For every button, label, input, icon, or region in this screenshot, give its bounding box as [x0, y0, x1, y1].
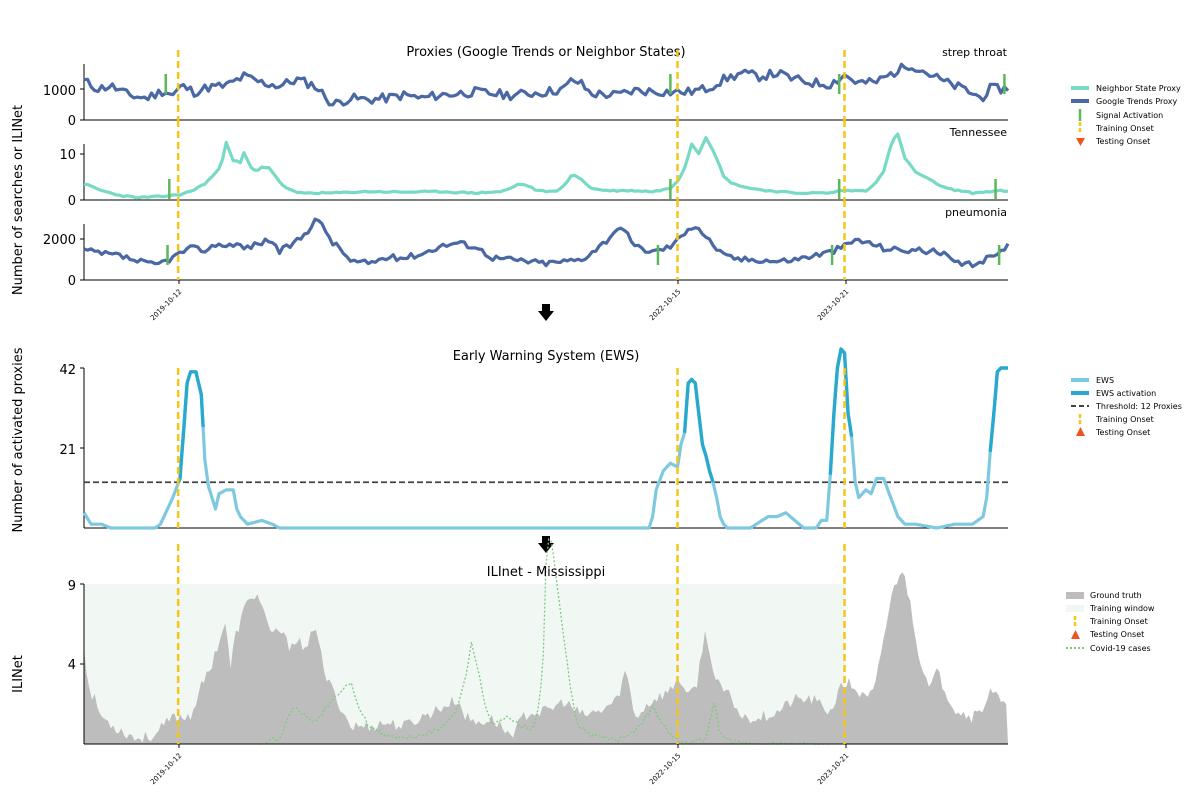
panel-ilinet: ILInet - Mississippi 4 9 2019-10-12 2022…	[68, 537, 1008, 786]
ews-activation-line	[682, 377, 715, 483]
ytick-pn-1: 2000	[43, 233, 76, 248]
panel-proxies-strep: Proxies (Google Trends or Neighbor State…	[43, 45, 1010, 129]
ytick-pn-0: 0	[68, 274, 76, 289]
xtick-ili-0: 2019-10-12	[149, 752, 183, 786]
panel-label-pneumonia: pneumonia	[945, 206, 1007, 219]
xtick-proxies-1: 2022-10-15	[648, 288, 682, 322]
legend-label-signal: Signal Activation	[1096, 111, 1163, 120]
down-arrow-icon	[538, 536, 554, 553]
neighbor-state-line	[83, 132, 1009, 200]
ground-truth-fill	[84, 572, 1008, 744]
xtick-proxies-2: 2023-10-21	[816, 288, 850, 322]
legend-label-testing: Testing Onset	[1089, 630, 1144, 639]
legend-label-threshold: Threshold: 12 Proxies	[1095, 402, 1182, 411]
ytick-ews-21: 21	[59, 443, 76, 458]
xticks-ilinet: 2019-10-12 2022-10-15 2023-10-21	[149, 744, 850, 786]
panel-label-tennessee: Tennessee	[949, 126, 1008, 139]
ytick-ews-42: 42	[59, 363, 76, 378]
ytick-strep-1: 1000	[43, 84, 76, 99]
xtick-ili-2: 2023-10-21	[816, 752, 850, 786]
legend-label-ews: EWS	[1096, 376, 1114, 385]
training-onset-lines	[176, 50, 846, 744]
ytick-tn-1: 10	[59, 148, 76, 163]
yticks-strep: 0 1000	[43, 84, 84, 129]
ground-truth-area	[84, 572, 1008, 744]
yticks-tennessee: 0 10	[59, 148, 84, 209]
legend-ews: EWS EWS activation Threshold: 12 Proxies…	[1071, 376, 1182, 437]
panel-proxies-tennessee: Tennessee 0 10	[59, 126, 1009, 209]
legend-label-training: Training Onset	[1095, 124, 1154, 133]
covid-cases-line	[258, 537, 829, 745]
google-trends-line	[83, 217, 1010, 269]
ytick-ili-9: 9	[68, 579, 76, 594]
series-ews	[82, 347, 1008, 530]
legend-swatch-training-window	[1066, 605, 1084, 612]
google-trends-line	[83, 62, 1010, 107]
ilinet-title: ILInet - Mississippi	[487, 565, 605, 580]
down-arrow-icon	[538, 304, 554, 321]
ews-activation-line	[176, 370, 205, 484]
ews-activation-line	[828, 347, 854, 475]
legend-label-ews-active: EWS activation	[1096, 389, 1156, 398]
panel-proxies-pneumonia: pneumonia 0 2000 2019-10-12 2022-10-15 2…	[43, 206, 1010, 322]
yticks-ews: 21 42	[59, 363, 84, 458]
xtick-ili-1: 2022-10-15	[648, 752, 682, 786]
ylabel-proxies: Number of searches or ILINet	[11, 105, 26, 295]
ews-title: Early Warning System (EWS)	[453, 349, 640, 364]
legend-label-ground-truth: Ground truth	[1090, 591, 1142, 600]
series-tennessee-neighbor	[83, 132, 1009, 200]
legend-label-covid: Covid-19 cases	[1090, 644, 1151, 653]
ylabel-ews: Number of activated proxies	[11, 347, 26, 532]
legend-swatch-testing	[1076, 427, 1085, 436]
ews-line	[82, 347, 1008, 530]
legend-ilinet: Ground truth Training window Training On…	[1066, 591, 1155, 653]
legend-label-training: Training Onset	[1089, 617, 1148, 626]
yticks-pneumonia: 0 2000	[43, 233, 84, 289]
series-pneumonia-google	[83, 217, 1010, 269]
series-strep-google	[83, 62, 1010, 107]
yticks-ilinet: 4 9	[68, 579, 84, 673]
legend-label-testing: Testing Onset	[1095, 428, 1150, 437]
legend-swatch-testing	[1076, 138, 1085, 146]
ytick-ili-4: 4	[68, 658, 76, 673]
xtick-proxies-0: 2019-10-12	[149, 288, 183, 322]
xticks-proxies: 2019-10-12 2022-10-15 2023-10-21	[149, 280, 850, 322]
ytick-strep-0: 0	[68, 114, 76, 129]
legend-label-google: Google Trends Proxy	[1096, 97, 1178, 106]
ews-activation-line	[988, 366, 1008, 452]
proxies-title: Proxies (Google Trends or Neighbor State…	[406, 45, 685, 60]
ylabel-ilinet: ILINet	[11, 655, 26, 693]
panel-ews: Early Warning System (EWS) 21 42	[59, 347, 1008, 530]
ytick-tn-0: 0	[68, 194, 76, 209]
legend-label-testing: Testing Onset	[1095, 137, 1150, 146]
legend-label-neighbor: Neighbor State Proxy	[1096, 84, 1181, 93]
legend-proxies: Neighbor State Proxy Google Trends Proxy…	[1071, 84, 1181, 146]
panel-label-strep: strep throat	[942, 46, 1008, 59]
legend-label-training: Training Onset	[1095, 415, 1154, 424]
legend-swatch-testing	[1071, 630, 1080, 639]
covid-series	[258, 537, 829, 745]
legend-swatch-ground-truth	[1066, 592, 1084, 599]
legend-label-training-window: Training window	[1089, 604, 1155, 613]
